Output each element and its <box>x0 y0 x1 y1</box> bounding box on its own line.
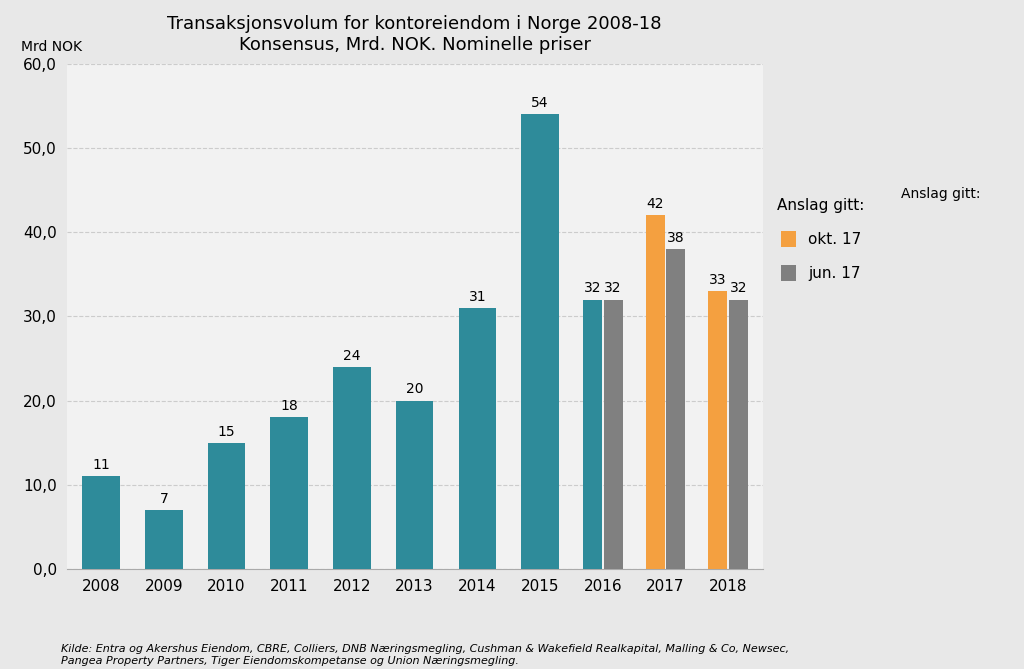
Text: 31: 31 <box>469 290 486 304</box>
Text: 42: 42 <box>646 197 664 211</box>
Text: 7: 7 <box>160 492 168 506</box>
Bar <box>396 401 433 569</box>
Text: 15: 15 <box>218 425 236 438</box>
Bar <box>208 443 246 569</box>
Bar <box>667 249 685 569</box>
Text: 32: 32 <box>604 282 622 295</box>
Title: Transaksjonsvolum for kontoreiendom i Norge 2008-18
Konsensus, Mrd. NOK. Nominel: Transaksjonsvolum for kontoreiendom i No… <box>167 15 662 54</box>
Text: Mrd NOK: Mrd NOK <box>22 39 82 54</box>
Text: 20: 20 <box>406 383 423 397</box>
Bar <box>604 300 623 569</box>
Text: 54: 54 <box>531 96 549 110</box>
Text: 32: 32 <box>584 282 601 295</box>
Bar <box>270 417 308 569</box>
Text: 11: 11 <box>92 458 110 472</box>
Text: Anslag gitt:: Anslag gitt: <box>901 187 981 201</box>
Bar <box>459 308 497 569</box>
Bar <box>333 367 371 569</box>
Text: Kilde: Entra og Akershus Eiendom, CBRE, Colliers, DNB Næringsmegling, Cushman & : Kilde: Entra og Akershus Eiendom, CBRE, … <box>61 644 790 666</box>
Bar <box>646 215 665 569</box>
Bar <box>583 300 602 569</box>
Bar <box>82 476 120 569</box>
Text: 33: 33 <box>709 273 727 287</box>
Bar <box>729 300 748 569</box>
Legend: okt. 17, jun. 17: okt. 17, jun. 17 <box>777 197 864 281</box>
Text: 24: 24 <box>343 349 360 363</box>
Bar <box>709 291 727 569</box>
Bar <box>145 510 182 569</box>
Bar <box>521 114 559 569</box>
Text: 38: 38 <box>667 231 685 245</box>
Text: 18: 18 <box>281 399 298 413</box>
Text: 32: 32 <box>730 282 748 295</box>
